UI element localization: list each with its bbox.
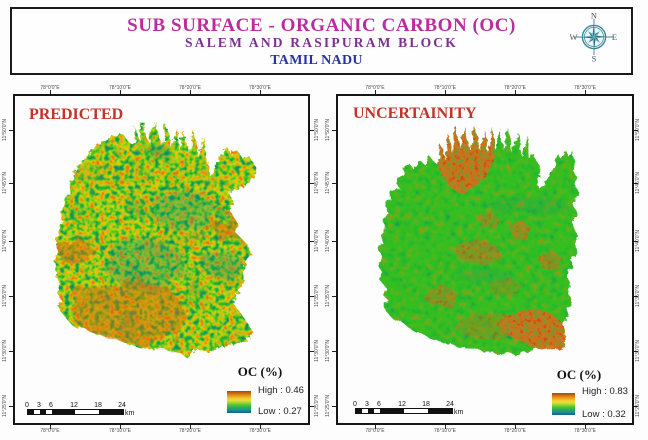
svg-text:E: E bbox=[612, 32, 617, 42]
svg-text:W: W bbox=[570, 32, 578, 42]
svg-text:S: S bbox=[592, 54, 597, 63]
svg-text:N: N bbox=[591, 12, 597, 21]
